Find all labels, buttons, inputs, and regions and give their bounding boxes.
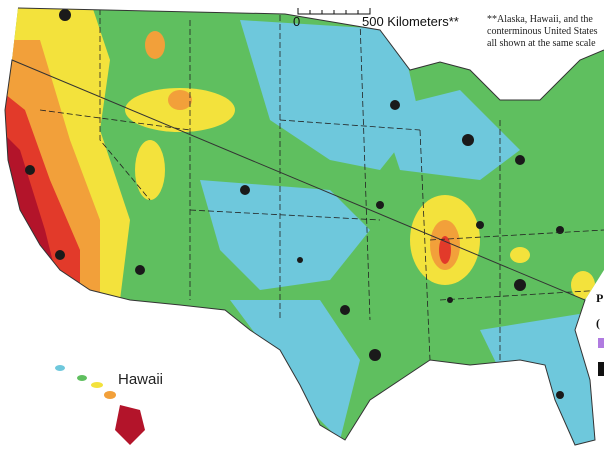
state-borders [39, 8, 604, 361]
low-zone [230, 300, 360, 440]
very-high-zone [439, 236, 451, 264]
legend-fragment: P [596, 291, 603, 305]
scale-end: 500 Kilometers** [362, 14, 459, 29]
scale-bar [297, 8, 371, 15]
low-zone [480, 310, 604, 445]
high-zone [5, 40, 100, 300]
very-high-zone [5, 90, 80, 300]
moderate-zone [135, 140, 165, 200]
low-zone [240, 20, 420, 170]
inset-label: Hawaii [118, 371, 163, 388]
high-zone [168, 90, 192, 110]
coastline [4, 7, 604, 446]
legend-fragment: ( [596, 316, 600, 330]
low-zone [380, 90, 520, 180]
high-zone [145, 31, 165, 59]
moderate-zone [510, 247, 530, 263]
low-zone [200, 180, 370, 290]
legend-swatch [598, 338, 604, 348]
note-line: conterminous United States [487, 26, 598, 37]
scale-start: 0 [293, 14, 300, 29]
legend-swatch [598, 362, 604, 376]
note-line: all shown at the same scale [487, 38, 596, 49]
note-line: **Alaska, Hawaii, and the [487, 14, 593, 25]
hawaii-islands [55, 365, 145, 445]
very-high-zone [5, 130, 60, 290]
moderate-zone [571, 271, 595, 299]
